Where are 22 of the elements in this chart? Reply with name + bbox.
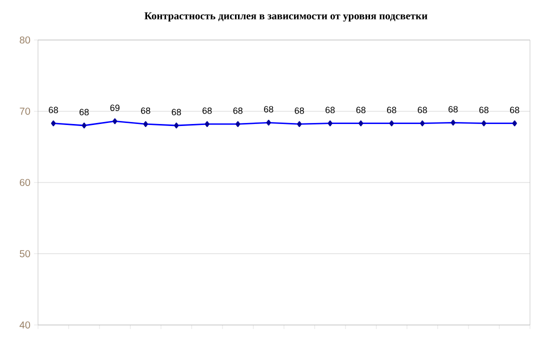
data-label: 68: [294, 107, 304, 114]
data-label: 68: [418, 106, 427, 114]
y-tick-label: 50: [20, 250, 30, 258]
data-label: 68: [80, 108, 89, 116]
data-label: 68: [479, 106, 488, 114]
data-label: 68: [326, 106, 335, 114]
data-label: 68: [510, 106, 520, 114]
data-label: 68: [264, 106, 274, 112]
data-label: 68: [448, 106, 458, 112]
data-label: 69: [110, 104, 120, 112]
chart-title: Контрастность дисплея в зависимости от уровня подсветки: [144, 12, 428, 22]
data-label: 68: [172, 108, 181, 116]
data-label: 68: [48, 106, 58, 114]
data-label: 68: [233, 107, 242, 114]
y-tick-label: 60: [20, 178, 30, 186]
y-tick-label: 70: [20, 108, 30, 115]
data-label: 68: [141, 107, 150, 114]
y-tick-label: 80: [20, 36, 30, 44]
y-tick-label: 40: [20, 321, 30, 329]
data-label: 68: [356, 106, 366, 114]
data-label: 68: [202, 107, 212, 114]
data-label: 68: [387, 106, 396, 114]
